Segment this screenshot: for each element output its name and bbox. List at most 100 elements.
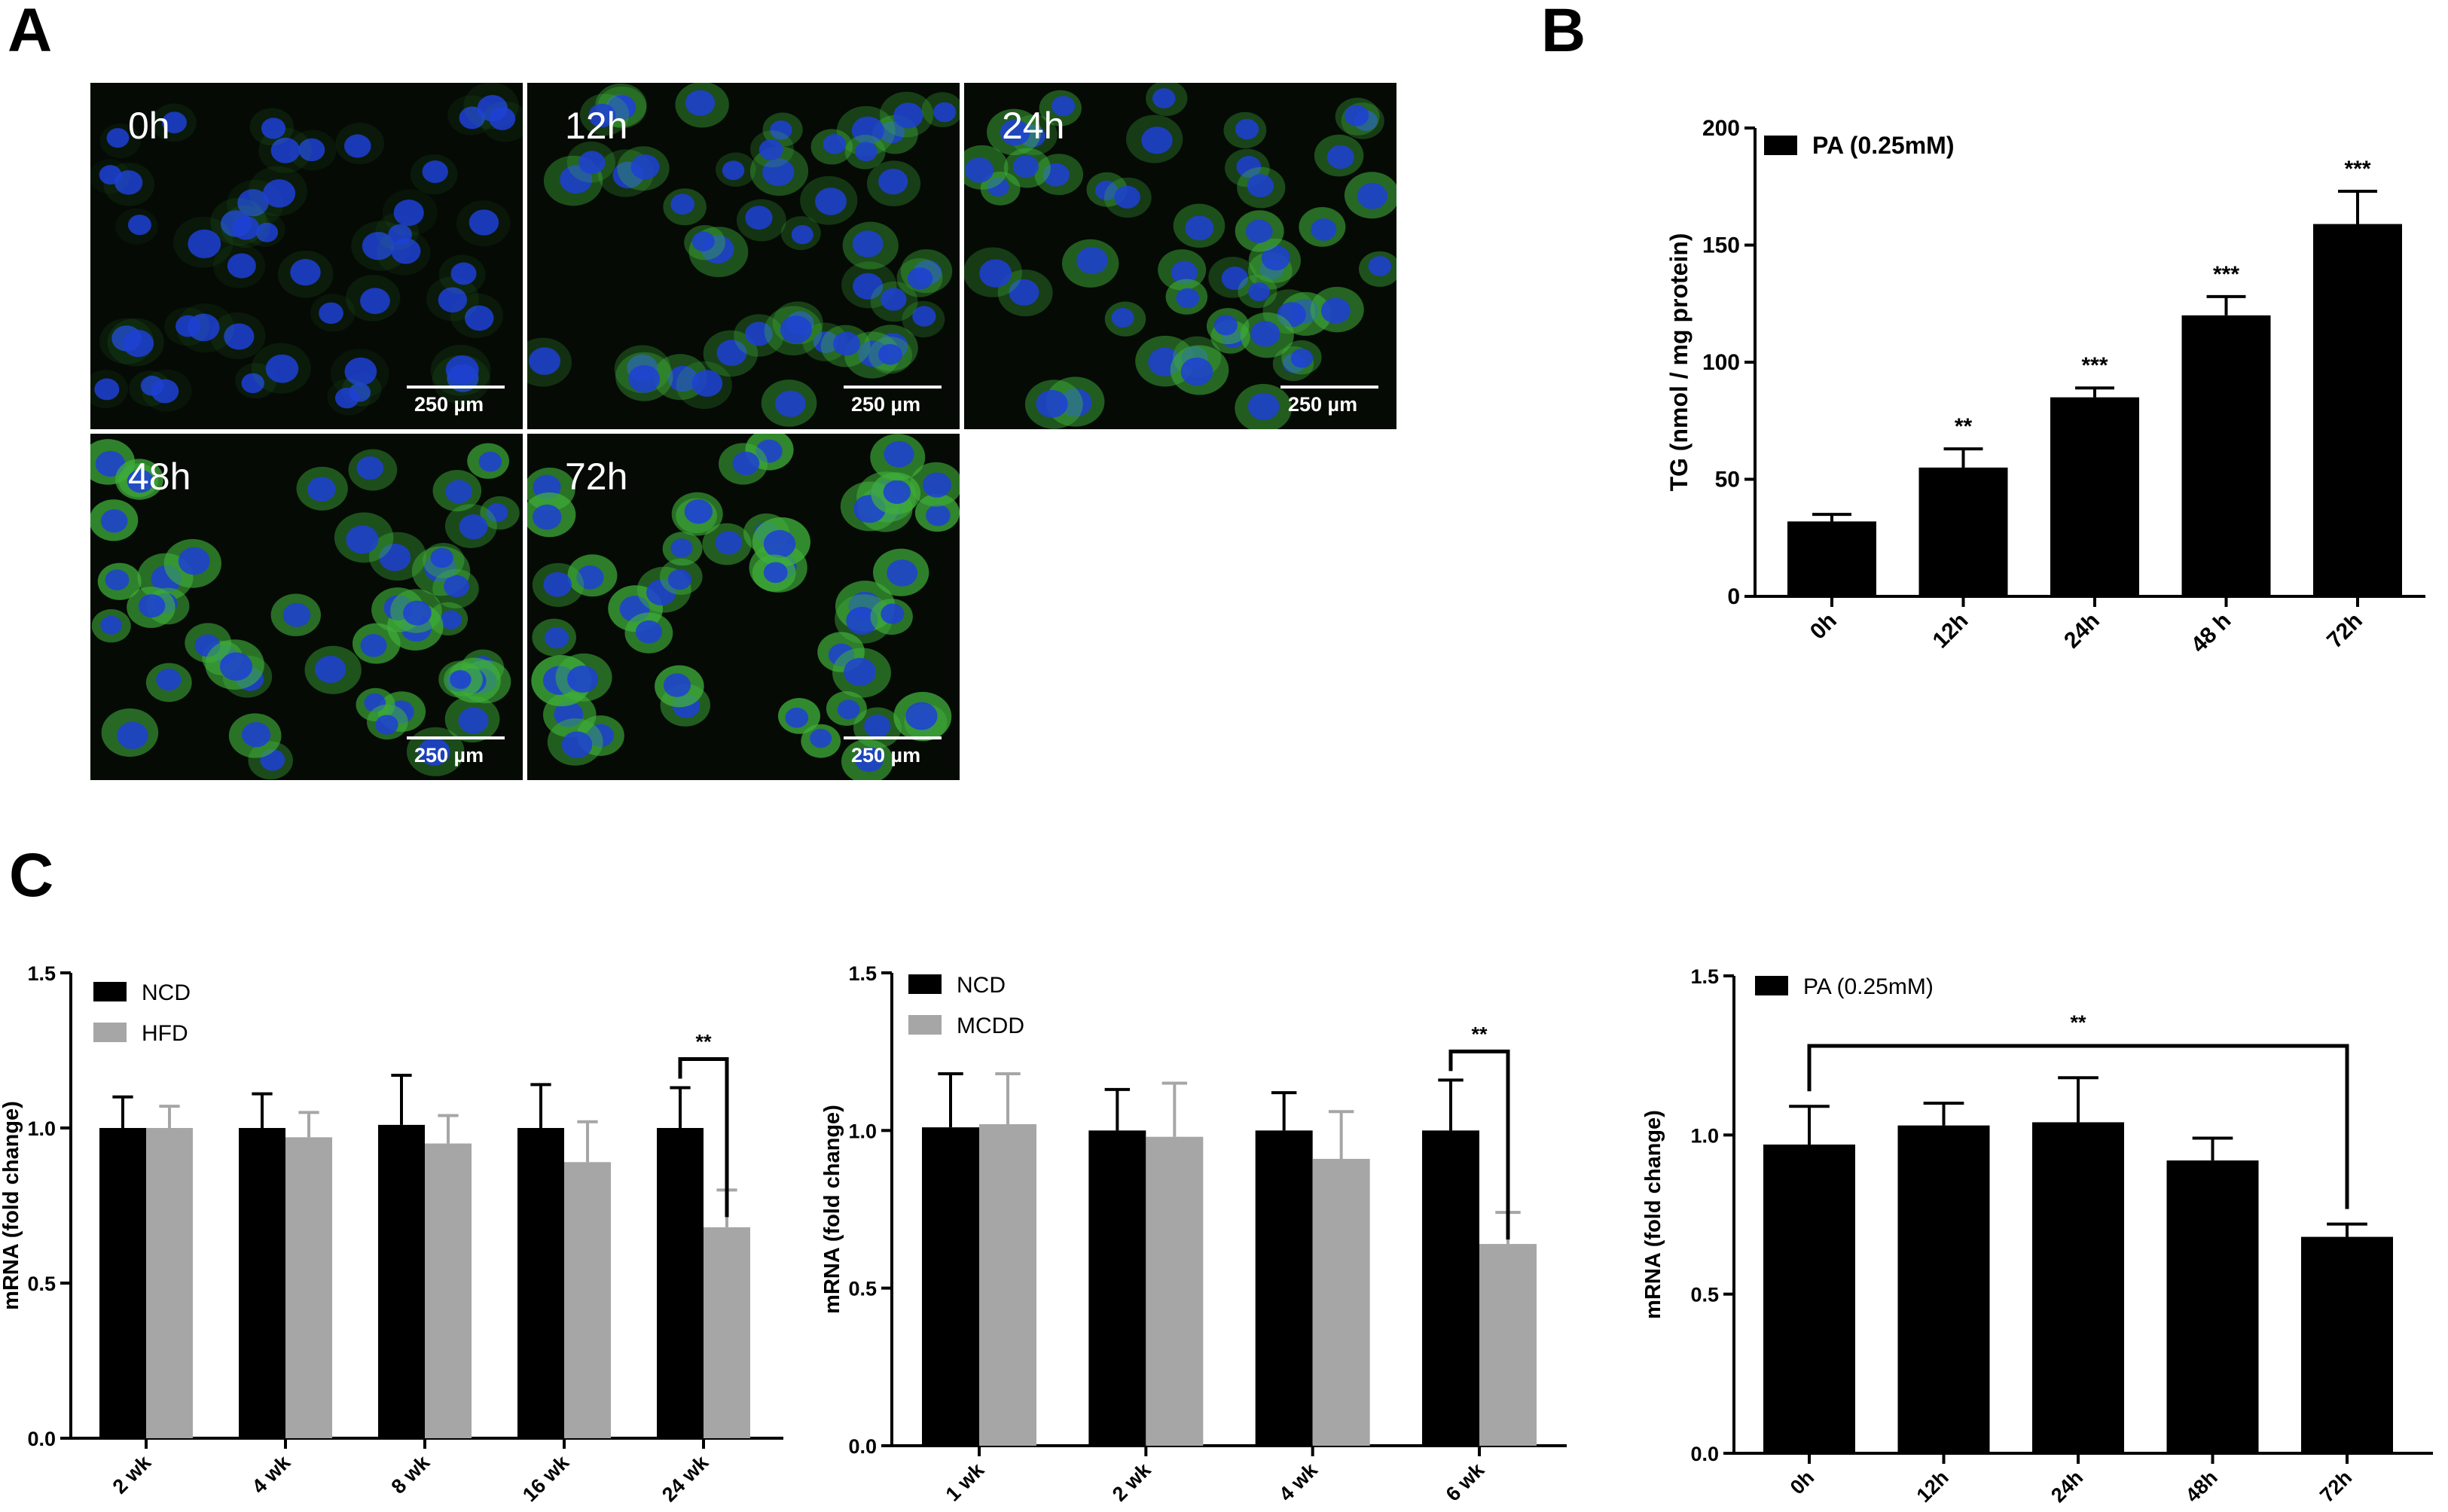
nucleus-shape <box>715 531 743 555</box>
x-tick-label: 48 h <box>2187 608 2236 658</box>
nucleus-shape <box>379 543 411 572</box>
nucleus-shape <box>1009 279 1039 306</box>
bar <box>1312 1159 1370 1446</box>
nucleus-shape <box>852 230 884 258</box>
nucleus-shape <box>307 477 336 502</box>
nucleus-shape <box>1012 155 1039 178</box>
nucleus-shape <box>438 287 468 313</box>
significance-label: ** <box>695 1030 712 1053</box>
x-tick-label: 2 wk <box>108 1450 156 1498</box>
scale-bar <box>407 736 505 739</box>
bar <box>517 1128 564 1438</box>
x-tick-label: 6 wk <box>1442 1458 1489 1505</box>
nucleus-shape <box>663 673 691 697</box>
nucleus-shape <box>255 222 279 242</box>
nucleus-shape <box>1248 282 1270 301</box>
nucleus-shape <box>855 142 878 162</box>
x-tick-label: 12h <box>1912 1466 1953 1506</box>
nucleus-shape <box>922 472 951 498</box>
nucleus-shape <box>156 669 182 691</box>
nucleus-shape <box>178 547 210 575</box>
bar <box>2050 397 2139 596</box>
x-tick-label: 24h <box>2047 1466 2087 1506</box>
nucleus-shape <box>362 231 395 261</box>
nucleus-shape <box>1290 348 1314 368</box>
y-tick-label: 1.0 <box>27 1117 56 1140</box>
nucleus-shape <box>780 316 813 344</box>
scale-bar <box>1280 386 1378 389</box>
micrograph-grid: 0h 250 µm 12h 250 µm 24h 250 µm 48h 250 … <box>90 83 1398 780</box>
significance-label: *** <box>2081 353 2108 378</box>
nucleus-shape <box>314 655 346 683</box>
nucleus-shape <box>1326 145 1354 169</box>
nucleus-shape <box>100 509 128 533</box>
nucleus-shape <box>282 602 311 627</box>
y-tick-label: 100 <box>1702 350 1740 375</box>
y-tick-label: 1.5 <box>27 962 56 985</box>
nucleus-shape <box>1213 315 1238 336</box>
y-tick-label: 0.0 <box>27 1428 56 1450</box>
nucleus-shape <box>100 615 122 635</box>
nucleus-shape <box>879 121 905 144</box>
bar <box>99 1128 146 1438</box>
bar <box>425 1143 472 1438</box>
cell-image <box>90 83 523 429</box>
time-label: 48h <box>128 456 191 498</box>
nucleus-shape <box>745 206 773 230</box>
bar <box>657 1128 704 1438</box>
significance-label: ** <box>2070 1011 2086 1034</box>
nucleus-shape <box>344 357 377 386</box>
bar <box>704 1227 750 1438</box>
y-tick-label: 1.5 <box>848 962 877 985</box>
nucleus-shape <box>422 160 448 184</box>
nucleus-shape <box>445 355 479 385</box>
nucleus-shape <box>1000 119 1030 146</box>
legend-label: MCDD <box>957 1014 1024 1038</box>
panel-letter-a: A <box>8 0 53 65</box>
y-tick-label: 50 <box>1715 468 1740 492</box>
scale-label: 250 µm <box>1288 393 1358 416</box>
nucleus-shape <box>232 215 260 240</box>
legend-label: NCD <box>957 973 1006 998</box>
nucleus-shape <box>418 737 450 766</box>
nucleus-shape <box>844 657 877 687</box>
nucleus-shape <box>227 253 256 279</box>
nucleus-shape <box>440 610 462 629</box>
y-axis-label: mRNA (fold change) <box>1642 1110 1665 1319</box>
x-tick-label: 0h <box>1805 608 1842 645</box>
nucleus-shape <box>388 224 412 245</box>
nucleus-shape <box>1171 261 1198 285</box>
nucleus-shape <box>450 669 472 689</box>
nucleus-shape <box>1141 127 1173 154</box>
nucleus-shape <box>905 702 938 730</box>
significance-label: *** <box>2213 262 2239 287</box>
micrograph-tile: 72h 250 µm <box>527 434 960 780</box>
scale-label: 250 µm <box>414 393 484 416</box>
scale-bar <box>844 736 942 739</box>
y-tick-label: 0.5 <box>848 1278 877 1300</box>
bar <box>922 1127 979 1446</box>
nucleus-shape <box>224 323 255 350</box>
micrograph-tile: 24h 250 µm <box>964 83 1396 429</box>
y-axis-label: mRNA (fold change) <box>821 1105 844 1314</box>
time-label: 12h <box>565 105 628 147</box>
nucleus-shape <box>832 331 861 356</box>
legend-label: PA (0.25mM) <box>1803 974 1934 999</box>
bar <box>1146 1136 1204 1446</box>
nucleus-shape <box>691 231 715 251</box>
nucleus-shape <box>926 505 951 526</box>
nucleus-shape <box>270 137 301 163</box>
nucleus-shape <box>635 620 662 644</box>
nucleus-shape <box>290 258 321 286</box>
nucleus-shape <box>1250 321 1280 347</box>
bar <box>2166 1160 2259 1453</box>
legend-swatch <box>908 1015 942 1035</box>
nucleus-shape <box>1180 357 1213 386</box>
nucleus-shape <box>94 378 120 401</box>
micrograph-tile: 0h 250 µm <box>90 83 523 429</box>
nucleus-shape <box>1245 219 1273 243</box>
bar <box>2032 1122 2124 1453</box>
x-tick-label: 8 wk <box>387 1450 435 1498</box>
bar <box>1763 1145 1855 1453</box>
cell-image <box>527 83 960 429</box>
